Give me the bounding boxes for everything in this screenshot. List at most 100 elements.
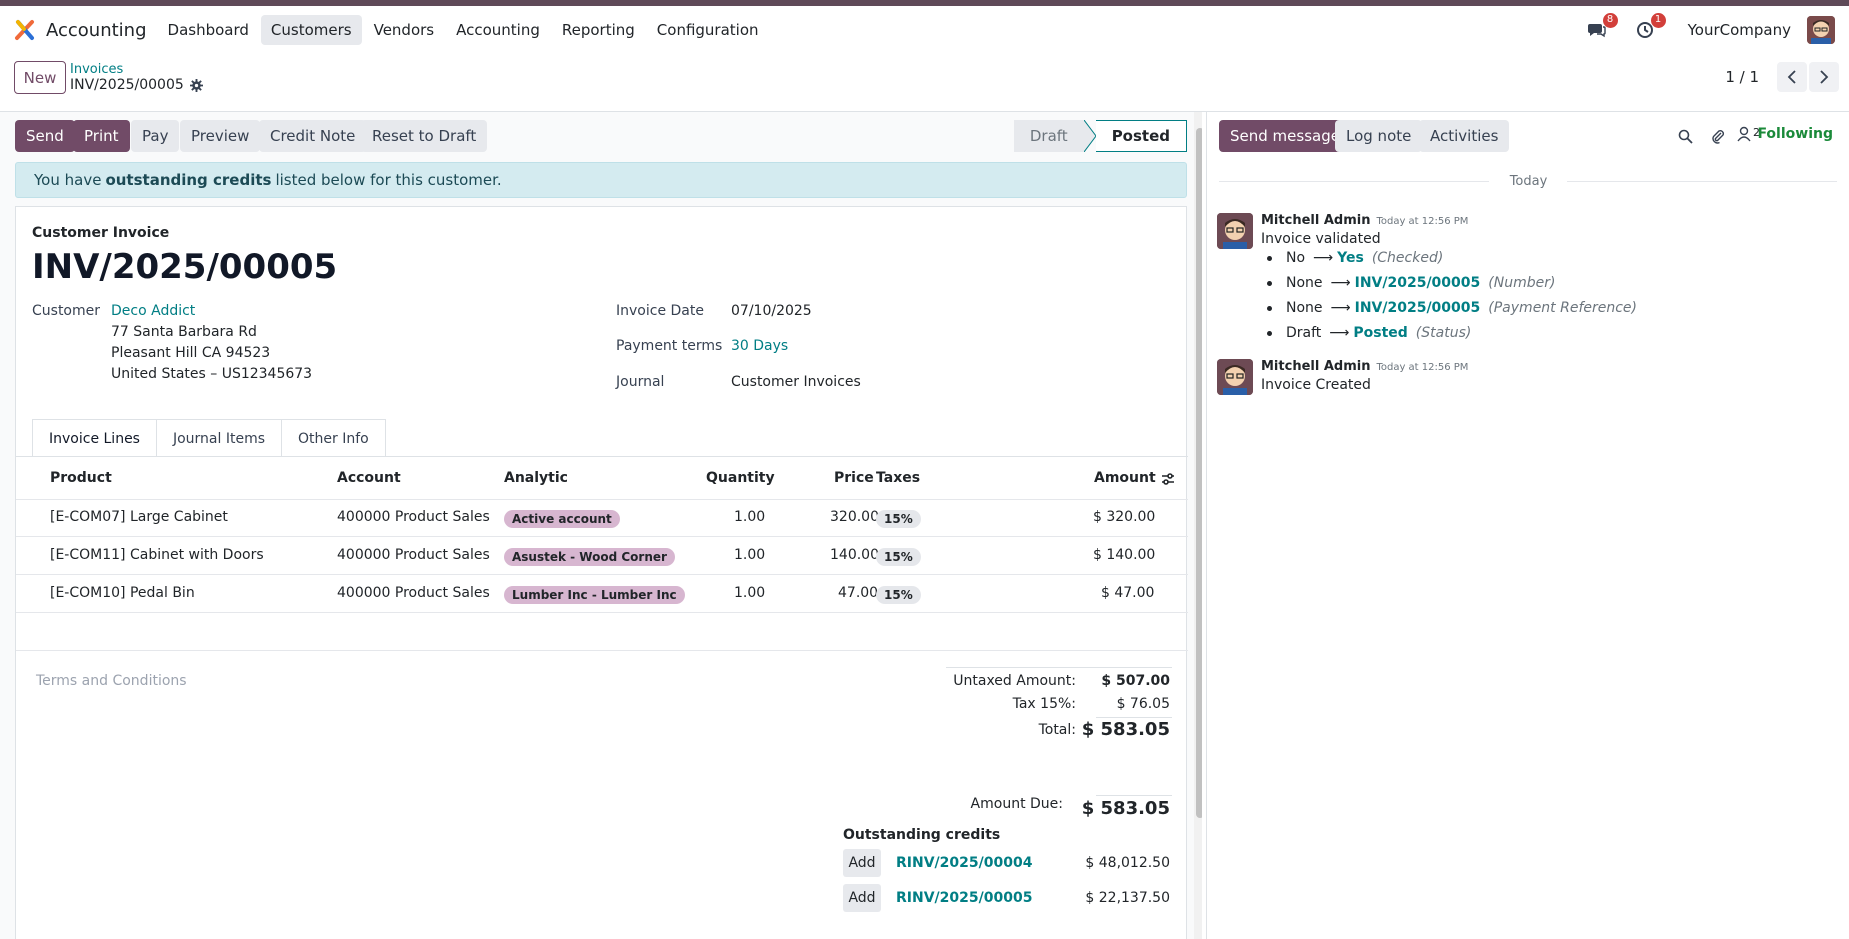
line-1-analytic-tag[interactable]: Active account xyxy=(504,510,620,528)
amount-due-label: Amount Due: xyxy=(970,796,1063,812)
message-2-author[interactable]: Mitchell Admin xyxy=(1261,359,1371,374)
accounting-app-icon xyxy=(15,20,34,40)
line-1-product[interactable]: [E-COM07] Large Cabinet xyxy=(50,509,228,525)
col-account[interactable]: Account xyxy=(337,470,401,486)
tracking-4-old: Draft xyxy=(1286,325,1322,341)
line-1-account[interactable]: 400000 Product Sales xyxy=(337,509,490,525)
stage-arrow-icon xyxy=(1083,120,1096,152)
customer-link[interactable]: Deco Addict xyxy=(111,303,196,319)
breadcrumb-invoices[interactable]: Invoices xyxy=(70,62,124,77)
credit-2-ref[interactable]: RINV/2025/00005 xyxy=(896,890,1033,906)
stage-draft[interactable]: Draft xyxy=(1013,120,1084,152)
total-label: Total: xyxy=(1038,722,1076,738)
menu-configuration[interactable]: Configuration xyxy=(656,21,759,39)
message-1-avatar[interactable] xyxy=(1217,213,1253,249)
user-icon xyxy=(1737,126,1751,142)
gear-icon[interactable] xyxy=(189,78,203,92)
line-2-quantity[interactable]: 1.00 xyxy=(734,547,766,563)
credit-note-button[interactable]: Credit Note xyxy=(259,120,367,152)
pay-button[interactable]: Pay xyxy=(131,120,180,152)
col-amount[interactable]: Amount xyxy=(1094,470,1156,486)
paperclip-icon[interactable] xyxy=(1710,128,1726,144)
line-1-tax-tag[interactable]: 15% xyxy=(876,510,921,528)
amount-due-value: $ 583.05 xyxy=(1081,798,1170,819)
scroll-thumb[interactable] xyxy=(1196,128,1202,818)
search-icon[interactable] xyxy=(1678,129,1693,144)
terms-conditions-field[interactable]: Terms and Conditions xyxy=(36,673,187,689)
followers-button[interactable]: 2 xyxy=(1737,126,1760,142)
activities-button[interactable]: Activities xyxy=(1419,120,1510,152)
log-note-button[interactable]: Log note xyxy=(1335,120,1423,152)
form-scrollbar[interactable] xyxy=(1194,112,1202,939)
line-2-account[interactable]: 400000 Product Sales xyxy=(337,547,490,563)
chat-icon xyxy=(1587,24,1606,38)
line-3-tax-tag[interactable]: 15% xyxy=(876,586,921,604)
line-3-product[interactable]: [E-COM10] Pedal Bin xyxy=(50,585,195,601)
new-button[interactable]: New xyxy=(14,61,66,94)
line-1-price[interactable]: 320.00 xyxy=(830,509,879,525)
menu-customers[interactable]: Customers xyxy=(260,15,362,45)
invoice-date-field[interactable]: 07/10/2025 xyxy=(731,303,812,319)
chatter-panel: Send message Log note Activities 2 Follo… xyxy=(1206,112,1849,939)
line-2-tax-tag[interactable]: 15% xyxy=(876,548,921,566)
credit-2-amount: $ 22,137.50 xyxy=(1085,890,1170,906)
line-1-quantity[interactable]: 1.00 xyxy=(734,509,766,525)
company-switcher[interactable]: YourCompany xyxy=(1687,21,1791,39)
print-button[interactable]: Print xyxy=(73,120,130,152)
tracking-1-old: No xyxy=(1286,250,1306,266)
activities-badge: 1 xyxy=(1650,13,1666,28)
line-3-quantity[interactable]: 1.00 xyxy=(734,585,766,601)
reset-to-draft-button[interactable]: Reset to Draft xyxy=(361,120,488,152)
col-analytic[interactable]: Analytic xyxy=(504,470,568,486)
preview-button[interactable]: Preview xyxy=(180,120,261,152)
col-product[interactable]: Product xyxy=(50,470,112,486)
stage-posted[interactable]: Posted xyxy=(1095,120,1187,152)
tracking-4-new: Posted xyxy=(1353,325,1408,341)
credit-1-ref[interactable]: RINV/2025/00004 xyxy=(896,855,1033,871)
add-credit-2-button[interactable]: Add xyxy=(843,884,881,912)
tab-journal-items[interactable]: Journal Items xyxy=(155,419,283,457)
menu-accounting[interactable]: Accounting xyxy=(456,21,540,39)
tracking-1-field: (Checked) xyxy=(1371,250,1444,266)
optional-columns-icon[interactable] xyxy=(1161,472,1175,486)
col-taxes[interactable]: Taxes xyxy=(876,470,921,486)
menu-dashboard[interactable]: Dashboard xyxy=(167,21,249,39)
bullet-icon xyxy=(1267,330,1272,336)
col-price[interactable]: Price xyxy=(834,470,874,486)
user-avatar-image xyxy=(1807,16,1835,44)
add-credit-1-button[interactable]: Add xyxy=(843,849,881,877)
totals-top-line xyxy=(946,667,1172,668)
activities-menu[interactable]: 1 xyxy=(1634,13,1666,41)
messaging-menu[interactable]: 8 xyxy=(1586,13,1618,41)
pager-previous-button[interactable] xyxy=(1777,62,1807,92)
line-3-analytic-tag[interactable]: Lumber Inc - Lumber Inc xyxy=(504,586,685,604)
col-quantity[interactable]: Quantity xyxy=(706,470,775,486)
message-2-avatar[interactable] xyxy=(1217,359,1253,395)
line-3-account[interactable]: 400000 Product Sales xyxy=(337,585,490,601)
tab-invoice-lines[interactable]: Invoice Lines xyxy=(32,419,157,457)
menu-vendors[interactable]: Vendors xyxy=(373,21,435,39)
line-2-product[interactable]: [E-COM11] Cabinet with Doors xyxy=(50,547,264,563)
user-avatar[interactable] xyxy=(1807,16,1835,44)
tracking-item: No ⟶ Yes (Checked) xyxy=(1267,250,1443,266)
message-1-author[interactable]: Mitchell Admin xyxy=(1261,213,1371,228)
tracking-1-new: Yes xyxy=(1337,250,1364,266)
top-strip xyxy=(0,0,1849,6)
following-button[interactable]: Following xyxy=(1757,126,1833,142)
pager-next-button[interactable] xyxy=(1809,62,1839,92)
send-button[interactable]: Send xyxy=(15,120,75,152)
menu-reporting[interactable]: Reporting xyxy=(561,21,635,39)
journal-field[interactable]: Customer Invoices xyxy=(731,374,861,390)
line-3-price[interactable]: 47.00 xyxy=(838,585,879,601)
send-message-button[interactable]: Send message xyxy=(1219,120,1351,152)
line-2-analytic-tag[interactable]: Asustek - Wood Corner xyxy=(504,548,675,566)
payment-terms-field[interactable]: 30 Days xyxy=(731,338,789,354)
today-divider-left xyxy=(1219,181,1489,182)
tab-other-info[interactable]: Other Info xyxy=(281,419,386,457)
outstanding-credits-title: Outstanding credits xyxy=(843,827,1001,843)
app-brand[interactable]: Accounting xyxy=(14,19,147,41)
pager-value[interactable]: 1 / 1 xyxy=(1725,68,1759,86)
line-2-price[interactable]: 140.00 xyxy=(830,547,879,563)
tracking-2-old: None xyxy=(1286,275,1323,291)
address-line-1: 77 Santa Barbara Rd xyxy=(111,324,257,340)
